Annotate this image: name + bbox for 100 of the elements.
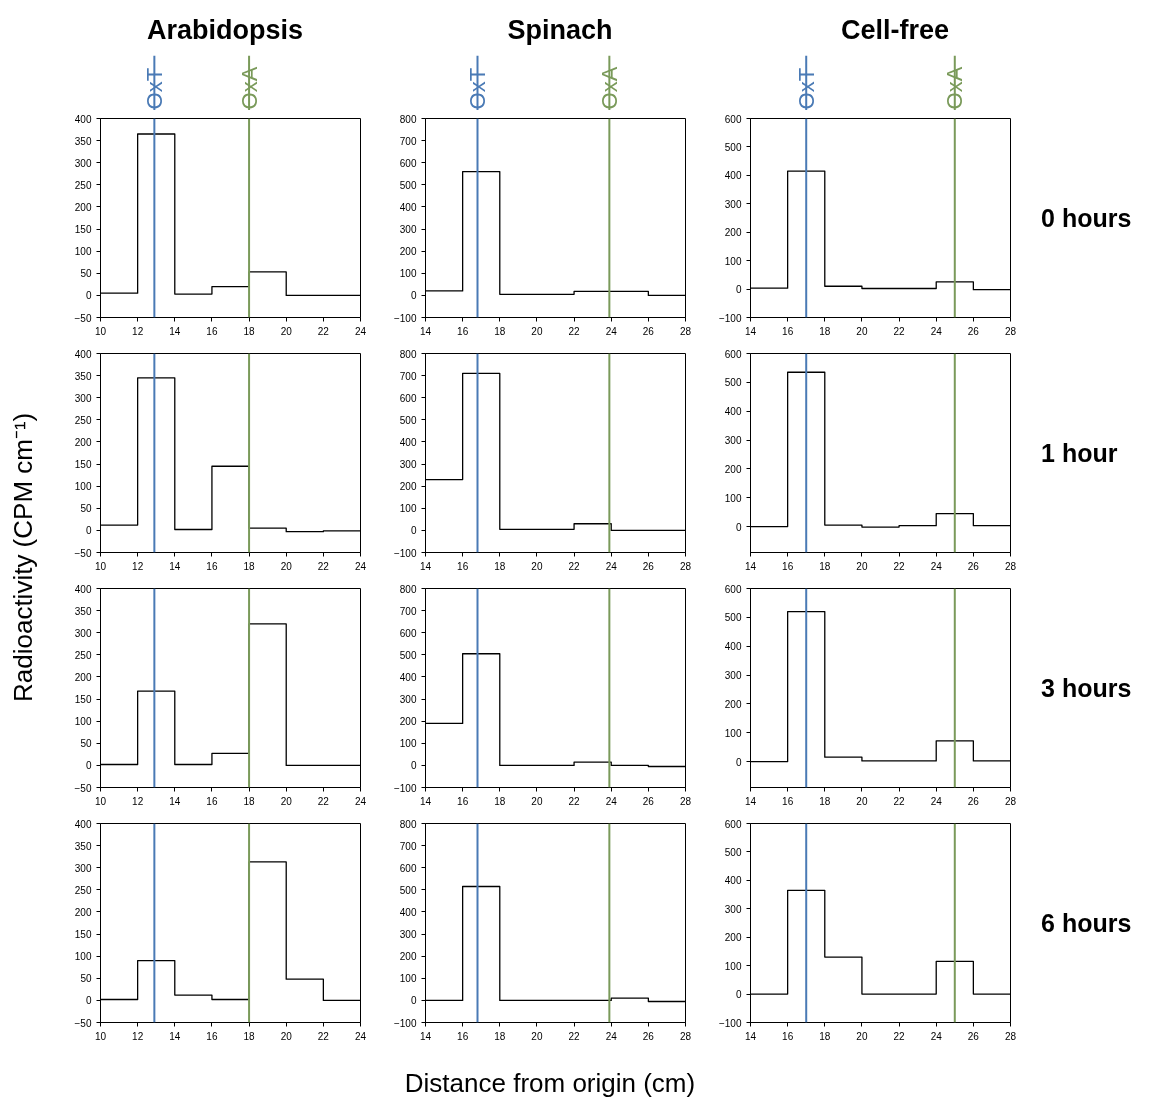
y-tick-label: 0: [85, 760, 92, 772]
x-tick-label: 28: [1004, 1030, 1017, 1042]
y-tick-label: −100: [718, 1017, 742, 1029]
y-tick-label: 500: [724, 846, 742, 858]
x-tick-label: 14: [419, 1030, 432, 1042]
x-tick-label: 24: [354, 795, 367, 807]
x-tick-label: 22: [568, 795, 581, 807]
y-tick-label: 400: [724, 875, 742, 887]
y-tick-label: 200: [724, 227, 742, 239]
chart-title: Arabidopsis: [146, 14, 304, 47]
y-tick-label: 100: [399, 738, 417, 750]
x-axis-title: Distance from origin (cm): [404, 1067, 696, 1100]
y-tick-label: 350: [74, 370, 92, 382]
x-tick-label: 26: [642, 325, 655, 337]
y-tick-label: 500: [399, 649, 417, 661]
x-tick-label: 14: [419, 325, 432, 337]
y-tick-label: 50: [80, 973, 92, 985]
x-tick-label: 14: [744, 795, 757, 807]
x-tick-label: 14: [419, 560, 432, 572]
y-tick-label: 800: [399, 348, 417, 360]
x-tick-label: 10: [94, 325, 107, 337]
y-tick-label: 600: [399, 627, 417, 639]
x-tick-label: 16: [457, 1030, 469, 1042]
x-tick-label: 26: [642, 560, 655, 572]
x-tick-label: 20: [531, 325, 543, 337]
x-tick-label: 28: [679, 560, 692, 572]
y-tick-label: 300: [724, 198, 742, 210]
y-tick-label: 200: [399, 951, 417, 963]
y-tick-label: 0: [735, 284, 742, 296]
x-tick-label: 18: [494, 560, 506, 572]
y-tick-label: 600: [399, 157, 417, 169]
y-tick-label: 500: [724, 141, 742, 153]
y-tick-label: 200: [399, 246, 417, 258]
x-tick-label: 18: [819, 1030, 831, 1042]
y-tick-label: 400: [74, 348, 92, 360]
y-tick-label: 400: [399, 201, 417, 213]
x-tick-label: 28: [1004, 795, 1017, 807]
y-tick-label: 600: [399, 862, 417, 874]
x-tick-label: 16: [457, 325, 469, 337]
y-tick-label: 100: [724, 960, 742, 972]
y-tick-label: 100: [74, 951, 92, 963]
y-tick-label: −100: [393, 312, 417, 324]
x-tick-label: 16: [206, 325, 218, 337]
y-tick-label: 300: [74, 627, 92, 639]
y-tick-label: 400: [399, 671, 417, 683]
x-tick-label: 14: [169, 1030, 181, 1042]
y-tick-label: 250: [74, 884, 92, 896]
x-tick-label: 20: [856, 560, 868, 572]
y-tick-label: 700: [399, 840, 417, 852]
x-tick-label: 14: [744, 560, 757, 572]
y-tick-label: 150: [74, 224, 92, 236]
y-tick-label: 800: [399, 583, 417, 595]
x-tick-label: 26: [967, 795, 980, 807]
text: 0 hours: [1041, 204, 1132, 232]
y-tick-label: 400: [724, 406, 742, 418]
y-tick-label: 300: [724, 903, 742, 915]
text: 6 hours: [1041, 909, 1132, 937]
y-tick-label: 500: [399, 414, 417, 426]
y-tick-label: 350: [74, 840, 92, 852]
x-tick-label: 16: [457, 560, 469, 572]
chart-title: Cell-free: [840, 14, 950, 47]
x-tick-label: 18: [494, 1030, 506, 1042]
y-tick-label: 0: [85, 290, 92, 302]
x-tick-label: 14: [744, 325, 757, 337]
x-tick-label: 24: [930, 325, 943, 337]
y-tick-label: −100: [393, 782, 417, 794]
x-tick-label: 18: [494, 325, 506, 337]
y-tick-label: 400: [74, 818, 92, 830]
y-tick-label: 200: [74, 671, 92, 683]
y-tick-label: 500: [724, 612, 742, 624]
x-tick-label: 16: [206, 795, 218, 807]
y-tick-label: 200: [724, 932, 742, 944]
y-tick-label: 600: [724, 818, 742, 830]
x-tick-label: 26: [967, 560, 980, 572]
x-tick-label: 20: [856, 325, 868, 337]
y-tick-label: 250: [74, 414, 92, 426]
x-tick-label: 28: [679, 1030, 692, 1042]
y-tick-label: −50: [74, 547, 92, 559]
x-tick-label: 20: [531, 560, 543, 572]
x-tick-label: 16: [782, 795, 794, 807]
y-tick-label: 0: [735, 521, 742, 533]
y-tick-label: 100: [399, 503, 417, 515]
y-tick-label: 350: [74, 605, 92, 617]
x-tick-label: 22: [893, 560, 906, 572]
x-tick-label: 22: [893, 1030, 906, 1042]
x-tick-label: 18: [494, 795, 506, 807]
x-tick-label: 22: [568, 1030, 581, 1042]
y-tick-label: 300: [74, 862, 92, 874]
x-tick-label: 24: [605, 560, 618, 572]
y-tick-label: 500: [724, 377, 742, 389]
y-tick-label: 300: [74, 392, 92, 404]
x-tick-label: 24: [354, 1030, 367, 1042]
y-tick-label: 400: [399, 906, 417, 918]
x-tick-label: 24: [605, 795, 618, 807]
x-tick-label: 20: [280, 560, 293, 572]
x-tick-label: 20: [280, 1030, 293, 1042]
x-tick-label: 20: [856, 1030, 868, 1042]
y-tick-label: 400: [74, 583, 92, 595]
y-tick-label: 250: [74, 649, 92, 661]
y-tick-label: 300: [399, 694, 417, 706]
